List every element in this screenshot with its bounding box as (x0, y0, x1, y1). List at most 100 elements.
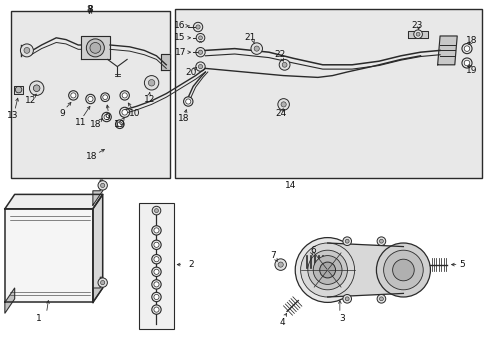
Circle shape (102, 112, 111, 122)
Polygon shape (93, 277, 102, 302)
Circle shape (254, 46, 259, 51)
Text: 18: 18 (86, 152, 98, 161)
Circle shape (195, 48, 205, 57)
Circle shape (183, 97, 193, 106)
Circle shape (71, 93, 76, 98)
Text: 18: 18 (90, 120, 102, 129)
Circle shape (151, 240, 161, 249)
Circle shape (196, 33, 204, 42)
Circle shape (98, 181, 107, 190)
Text: 21: 21 (244, 33, 256, 42)
Text: 11: 11 (75, 118, 86, 127)
Circle shape (274, 259, 286, 270)
Circle shape (144, 76, 159, 90)
Circle shape (277, 99, 289, 110)
Polygon shape (93, 194, 102, 302)
Circle shape (282, 62, 286, 67)
Text: 9: 9 (59, 109, 65, 118)
Circle shape (148, 80, 155, 86)
Polygon shape (5, 288, 15, 313)
Polygon shape (437, 36, 456, 65)
Polygon shape (14, 86, 23, 94)
Circle shape (461, 58, 471, 68)
Circle shape (117, 122, 122, 127)
Circle shape (120, 107, 129, 117)
Circle shape (413, 30, 422, 39)
Circle shape (319, 262, 335, 278)
Polygon shape (5, 194, 102, 209)
Circle shape (342, 294, 351, 303)
Circle shape (415, 32, 419, 36)
Circle shape (198, 36, 202, 40)
Circle shape (154, 242, 159, 247)
Circle shape (154, 269, 159, 274)
Circle shape (24, 48, 30, 53)
Text: 12: 12 (143, 95, 155, 104)
Circle shape (463, 46, 469, 51)
Circle shape (33, 85, 40, 91)
Circle shape (193, 22, 203, 32)
Circle shape (376, 243, 429, 297)
Circle shape (198, 50, 202, 54)
Circle shape (101, 93, 109, 102)
Circle shape (345, 297, 348, 301)
Circle shape (151, 292, 161, 302)
Circle shape (313, 256, 341, 284)
Circle shape (253, 46, 259, 51)
Circle shape (122, 93, 127, 98)
Text: 18: 18 (177, 114, 189, 123)
Circle shape (281, 102, 285, 107)
Circle shape (198, 64, 202, 69)
Circle shape (101, 183, 104, 188)
Circle shape (250, 43, 262, 54)
Polygon shape (161, 54, 170, 70)
Text: 5: 5 (458, 260, 464, 269)
Text: 4: 4 (279, 318, 285, 327)
Bar (139, 203, 173, 329)
Circle shape (463, 60, 469, 66)
Text: 10: 10 (128, 109, 140, 118)
Circle shape (392, 259, 413, 281)
Circle shape (102, 95, 107, 100)
Circle shape (86, 39, 104, 57)
Circle shape (154, 209, 158, 212)
Polygon shape (327, 243, 403, 297)
Circle shape (154, 307, 159, 312)
Text: 24: 24 (275, 109, 286, 118)
Text: 2: 2 (187, 260, 193, 269)
Circle shape (461, 44, 471, 54)
Circle shape (88, 96, 93, 102)
Circle shape (34, 85, 40, 91)
Polygon shape (93, 180, 102, 205)
Circle shape (151, 226, 161, 235)
Text: 23: 23 (410, 21, 422, 30)
Bar (175, 9, 481, 178)
Circle shape (278, 262, 283, 267)
Circle shape (300, 243, 354, 297)
Text: 13: 13 (6, 111, 18, 120)
Text: 9: 9 (104, 112, 110, 122)
Circle shape (20, 44, 33, 57)
Circle shape (98, 278, 107, 287)
Circle shape (85, 94, 95, 104)
Circle shape (307, 250, 346, 290)
Text: 19: 19 (114, 120, 125, 129)
Text: 3: 3 (339, 314, 345, 323)
Polygon shape (5, 209, 93, 302)
Text: 20: 20 (184, 68, 196, 77)
Circle shape (154, 282, 159, 287)
Text: 17: 17 (175, 48, 186, 57)
Circle shape (195, 62, 205, 71)
Circle shape (122, 109, 127, 115)
Text: 6: 6 (309, 246, 315, 255)
Circle shape (31, 82, 42, 94)
Circle shape (295, 238, 359, 302)
Text: 15: 15 (174, 33, 185, 42)
Polygon shape (407, 31, 427, 38)
Circle shape (101, 280, 104, 285)
Circle shape (376, 294, 385, 303)
Text: 18: 18 (465, 36, 477, 45)
Circle shape (196, 25, 200, 29)
Circle shape (29, 81, 44, 95)
Circle shape (345, 239, 348, 243)
